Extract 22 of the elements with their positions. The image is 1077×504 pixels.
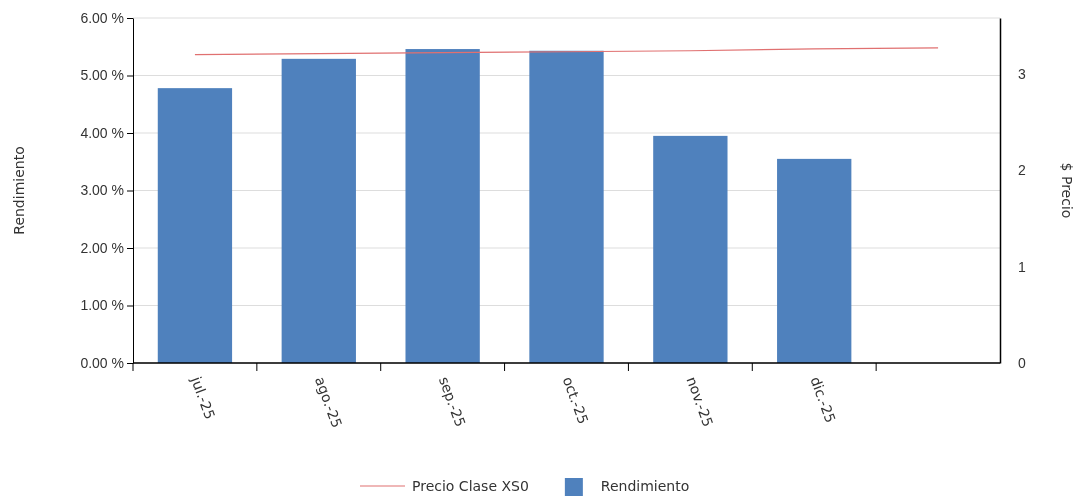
y-tick-label: 1.00 % bbox=[80, 297, 124, 314]
line-series bbox=[194, 47, 939, 56]
y2-tick-label: 2 bbox=[1018, 162, 1026, 179]
bar bbox=[529, 50, 604, 363]
bar bbox=[405, 49, 480, 363]
y-tick-label: 4.00 % bbox=[80, 124, 124, 141]
y2-tick-label: 1 bbox=[1018, 258, 1026, 275]
y-tick-label: 5.00 % bbox=[80, 67, 124, 84]
y2-axis-title: $ Precio bbox=[1059, 162, 1075, 219]
legend-label: Rendimiento bbox=[600, 478, 690, 494]
bar bbox=[653, 135, 728, 363]
bar bbox=[281, 58, 356, 363]
y-tick-label: 3.00 % bbox=[80, 182, 124, 199]
bar bbox=[157, 88, 233, 363]
y-axis-title: Rendimiento bbox=[11, 146, 27, 235]
legend-label: Precio Clase XS0 bbox=[412, 478, 529, 494]
y-tick-label: 6.00 % bbox=[80, 9, 124, 26]
y-tick-label: 0.00 % bbox=[80, 354, 124, 371]
bar bbox=[777, 158, 852, 363]
y2-tick-label: 0 bbox=[1018, 354, 1026, 371]
y2-tick-label: 3 bbox=[1018, 65, 1026, 82]
y-tick-label: 2.00 % bbox=[80, 239, 124, 256]
